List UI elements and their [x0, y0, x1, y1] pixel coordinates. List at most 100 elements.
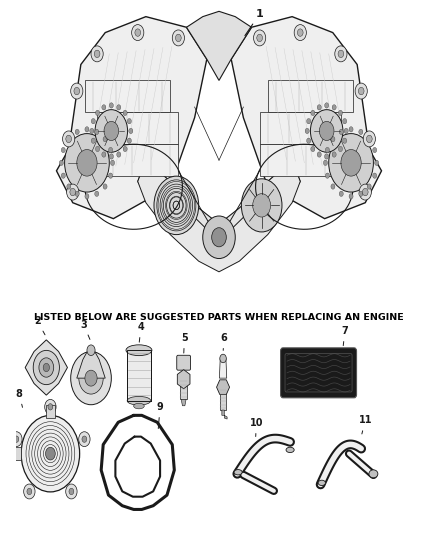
- Circle shape: [339, 129, 343, 134]
- Ellipse shape: [134, 403, 144, 409]
- Circle shape: [305, 128, 309, 134]
- Circle shape: [39, 358, 54, 377]
- Text: 10: 10: [250, 418, 263, 437]
- Circle shape: [332, 104, 336, 110]
- Circle shape: [339, 191, 343, 197]
- Circle shape: [132, 25, 144, 41]
- Circle shape: [349, 193, 353, 199]
- Circle shape: [317, 152, 321, 157]
- Circle shape: [317, 104, 321, 110]
- Circle shape: [220, 354, 226, 363]
- Circle shape: [331, 184, 335, 189]
- Circle shape: [172, 30, 184, 46]
- Circle shape: [343, 138, 347, 143]
- Circle shape: [325, 173, 329, 179]
- Circle shape: [355, 83, 367, 99]
- Circle shape: [339, 110, 343, 116]
- Circle shape: [71, 83, 83, 99]
- Circle shape: [95, 110, 127, 152]
- Circle shape: [127, 138, 131, 143]
- Text: LISTED BELOW ARE SUGGESTED PARTS WHEN REPLACING AN ENGINE: LISTED BELOW ARE SUGGESTED PARTS WHEN RE…: [34, 312, 404, 321]
- Ellipse shape: [126, 345, 152, 356]
- Circle shape: [87, 345, 95, 356]
- Circle shape: [110, 160, 115, 165]
- Polygon shape: [260, 144, 333, 176]
- Circle shape: [203, 216, 235, 259]
- Circle shape: [109, 147, 113, 152]
- Circle shape: [319, 122, 334, 141]
- Circle shape: [307, 118, 311, 124]
- Circle shape: [110, 103, 113, 108]
- Circle shape: [343, 118, 347, 124]
- Polygon shape: [181, 399, 186, 406]
- Circle shape: [102, 152, 106, 157]
- Circle shape: [21, 415, 80, 492]
- Polygon shape: [268, 80, 353, 112]
- Circle shape: [61, 173, 65, 179]
- Circle shape: [95, 129, 99, 134]
- Circle shape: [307, 138, 311, 143]
- Circle shape: [94, 50, 100, 58]
- Circle shape: [311, 110, 343, 152]
- Circle shape: [311, 110, 315, 116]
- Text: 9: 9: [157, 402, 163, 429]
- Text: 5: 5: [181, 333, 188, 353]
- Circle shape: [325, 103, 328, 108]
- Circle shape: [71, 352, 111, 405]
- Polygon shape: [260, 112, 341, 144]
- Polygon shape: [138, 160, 300, 266]
- Circle shape: [102, 104, 106, 110]
- Circle shape: [338, 50, 344, 58]
- Circle shape: [117, 152, 121, 157]
- Circle shape: [362, 188, 368, 196]
- Circle shape: [95, 147, 99, 152]
- Polygon shape: [216, 380, 230, 394]
- Circle shape: [367, 135, 372, 143]
- Circle shape: [43, 364, 49, 372]
- Polygon shape: [231, 17, 381, 219]
- Ellipse shape: [318, 480, 325, 486]
- Circle shape: [241, 179, 282, 232]
- Circle shape: [61, 147, 65, 152]
- Circle shape: [254, 30, 266, 46]
- Circle shape: [85, 193, 89, 199]
- Bar: [127, 350, 151, 401]
- Circle shape: [48, 403, 53, 410]
- Text: 2: 2: [34, 316, 45, 335]
- Ellipse shape: [286, 447, 294, 453]
- Bar: [180, 379, 187, 399]
- Ellipse shape: [234, 470, 242, 475]
- Text: 7: 7: [342, 326, 348, 345]
- Circle shape: [335, 46, 347, 62]
- Circle shape: [127, 118, 131, 124]
- Circle shape: [70, 188, 76, 196]
- Circle shape: [66, 484, 77, 499]
- Circle shape: [67, 184, 71, 189]
- Circle shape: [374, 160, 379, 165]
- Circle shape: [24, 484, 35, 499]
- Text: 1: 1: [245, 9, 264, 36]
- Text: 6: 6: [220, 333, 227, 350]
- Circle shape: [135, 29, 141, 36]
- Circle shape: [45, 399, 56, 414]
- Circle shape: [212, 228, 226, 247]
- Circle shape: [311, 147, 315, 152]
- Circle shape: [79, 432, 90, 447]
- Circle shape: [363, 131, 375, 147]
- Circle shape: [90, 128, 94, 134]
- Circle shape: [63, 131, 75, 147]
- Polygon shape: [97, 112, 178, 144]
- Circle shape: [358, 87, 364, 95]
- Circle shape: [103, 136, 107, 142]
- Bar: [220, 389, 226, 410]
- Circle shape: [75, 191, 79, 197]
- Circle shape: [373, 173, 377, 179]
- Circle shape: [110, 154, 113, 159]
- Text: 3: 3: [80, 320, 90, 340]
- Circle shape: [103, 184, 107, 189]
- Circle shape: [82, 436, 87, 442]
- Circle shape: [91, 46, 103, 62]
- Circle shape: [69, 488, 74, 495]
- Circle shape: [339, 147, 343, 152]
- Circle shape: [328, 134, 374, 192]
